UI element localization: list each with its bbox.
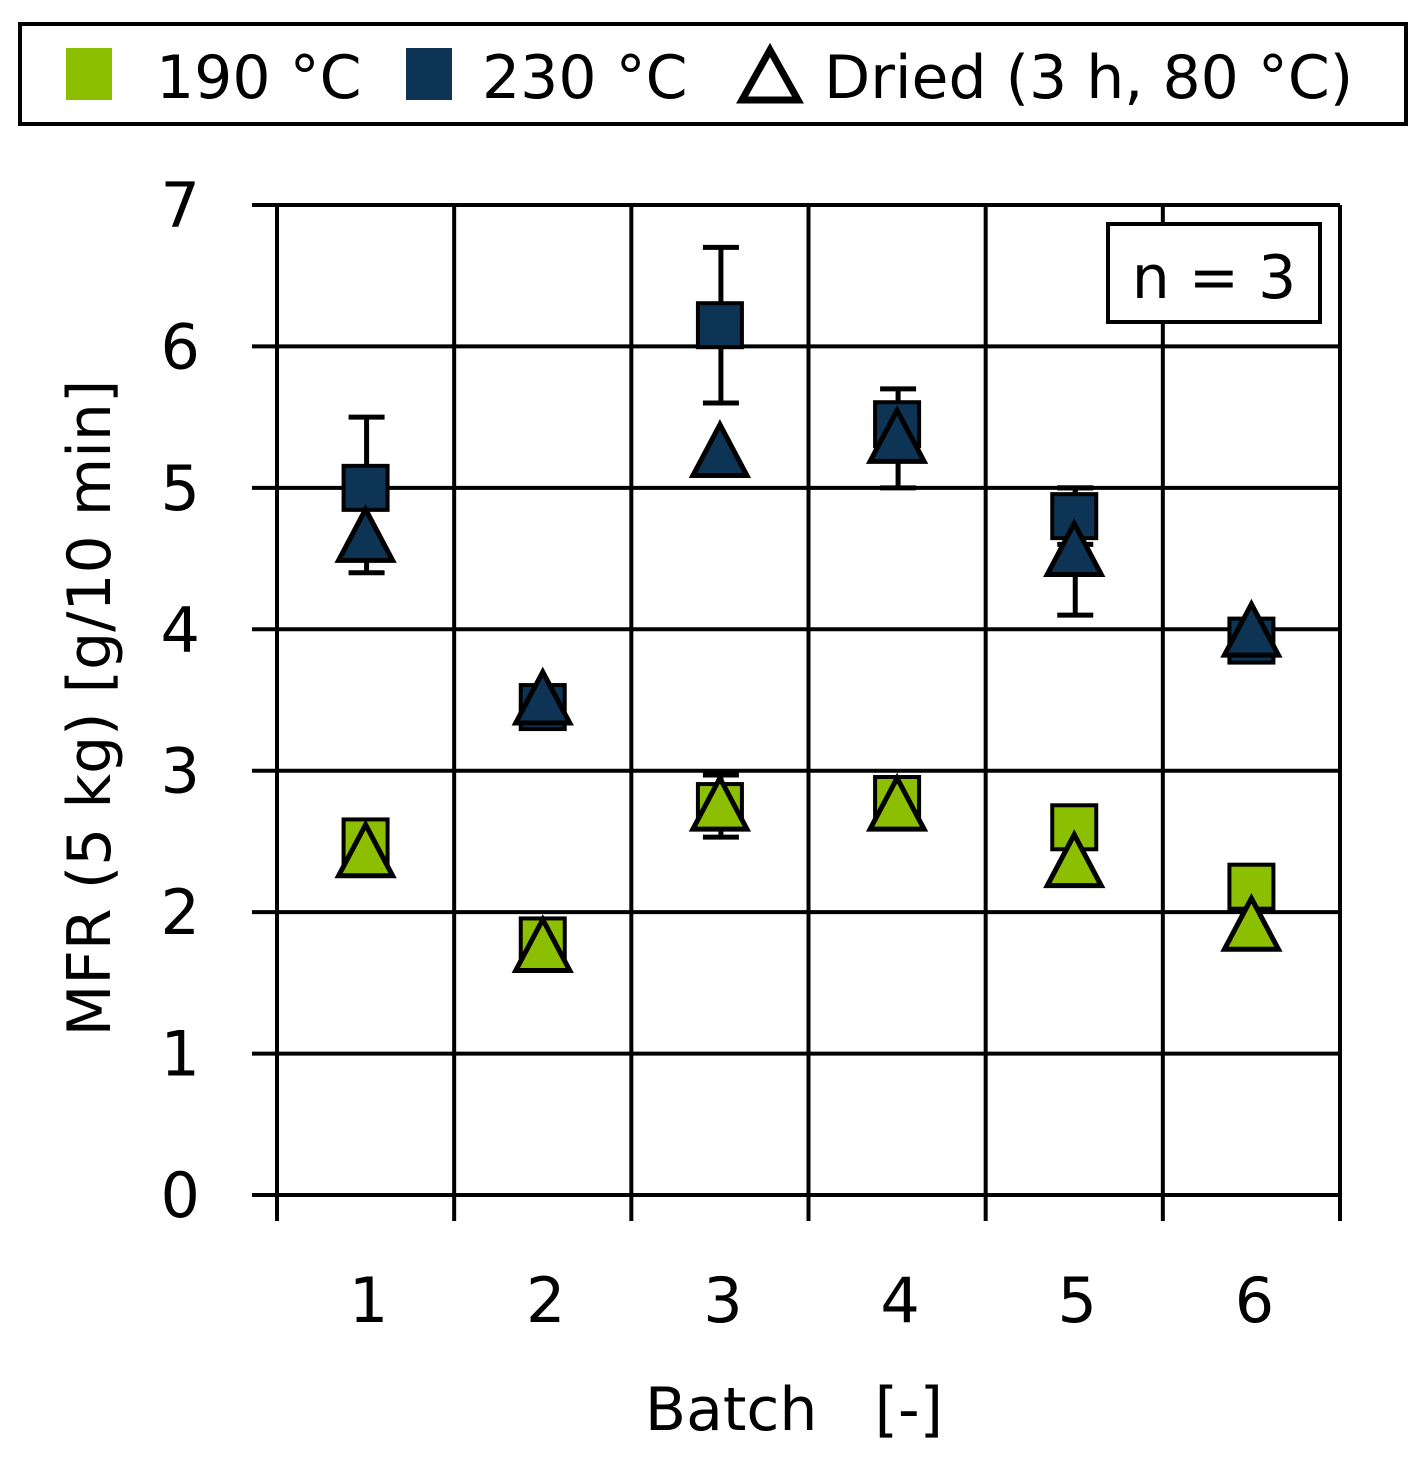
x-tick-label: 2	[526, 1264, 565, 1337]
y-tick-labels: 0 1 2 3 4 5 6 7	[161, 169, 200, 1232]
legend-label-dried: Dried (3 h, 80 °C)	[824, 43, 1353, 113]
point-dried-230	[688, 419, 752, 478]
y-tick-label: 6	[161, 310, 200, 383]
y-tick-label: 0	[161, 1159, 200, 1232]
legend-marker-dried	[736, 42, 804, 104]
y-tick-label: 7	[161, 169, 200, 242]
annotation-frame	[1106, 222, 1322, 324]
x-tick-labels: 1 2 3 4 5 6	[349, 1264, 1274, 1337]
x-tick-label: 5	[1058, 1264, 1097, 1337]
point-dried-190	[865, 772, 929, 832]
legend-frame	[18, 22, 1408, 126]
y-tick-label: 4	[161, 593, 200, 666]
y-tick-label: 5	[161, 452, 200, 525]
x-tick-label: 6	[1235, 1264, 1274, 1337]
point-230	[695, 301, 744, 350]
legend-marker-230	[406, 48, 452, 100]
point-dried-230	[1043, 518, 1106, 577]
point-dried-190	[511, 914, 574, 973]
sample-size-annotation: n = 3	[1106, 222, 1322, 324]
y-tick-label: 3	[161, 735, 200, 808]
legend-label-230: 230 °C	[482, 43, 688, 113]
data-marks	[334, 244, 1283, 973]
x-tick-label: 4	[880, 1264, 919, 1337]
legend: 190 °C 230 °C Dried (3 h, 80 °C)	[18, 22, 1408, 126]
y-tick-label: 2	[161, 876, 200, 949]
legend-label-190: 190 °C	[156, 43, 362, 113]
x-tick-label: 1	[349, 1264, 388, 1337]
point-230	[341, 463, 390, 512]
point-dried-190	[1220, 892, 1283, 952]
point-dried-190	[334, 819, 397, 879]
x-axis-title: Batch [-]	[645, 1375, 943, 1445]
point-dried-190	[1043, 829, 1106, 889]
x-tick-label: 3	[703, 1264, 742, 1337]
point-dried-230	[1220, 598, 1283, 658]
point-dried-230	[334, 504, 397, 563]
legend-marker-190	[66, 48, 112, 100]
y-tick-label: 1	[161, 1018, 200, 1091]
point-dried-230	[511, 666, 574, 726]
point-dried-190	[688, 772, 752, 832]
point-dried-230	[865, 405, 929, 464]
annotation-text: n = 3	[1132, 243, 1297, 313]
y-axis-title: MFR (5 kg) [g/10 min]	[55, 380, 125, 1037]
plot-grid	[252, 203, 1342, 1221]
